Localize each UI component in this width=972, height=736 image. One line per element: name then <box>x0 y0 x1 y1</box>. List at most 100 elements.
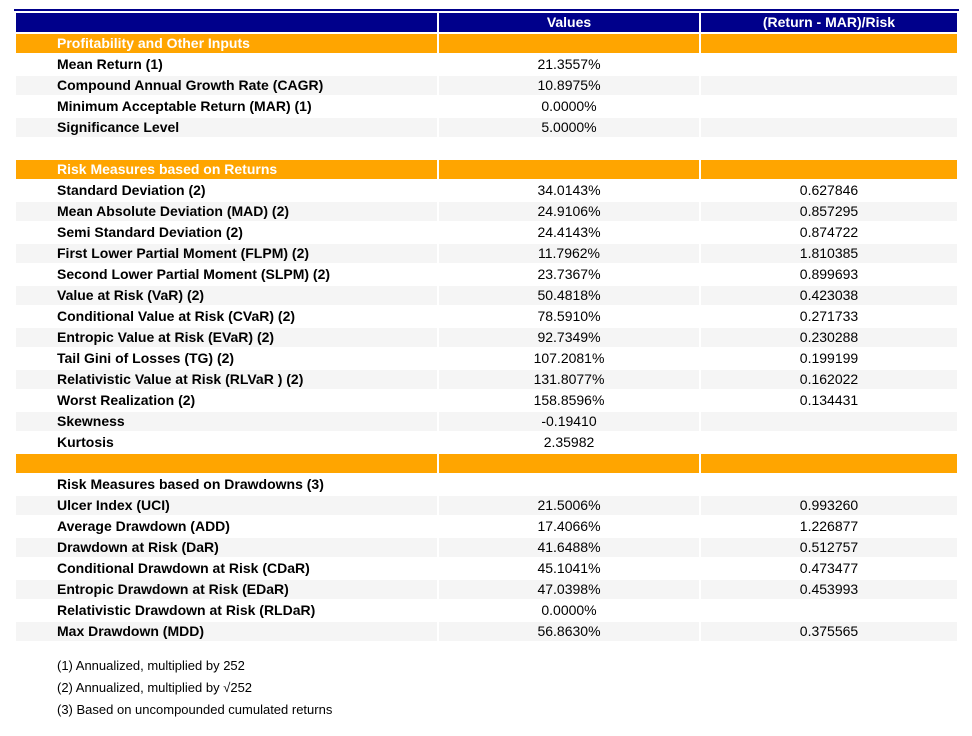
cell-ratio <box>701 139 957 158</box>
cell-label: Relativistic Value at Risk (RLVaR ) (2) <box>57 371 304 387</box>
table-row: Minimum Acceptable Return (MAR) (1) 0.000… <box>16 97 957 116</box>
cell-label <box>16 454 437 473</box>
table-row: Semi Standard Deviation (2) 24.4143% 0.874… <box>16 223 957 242</box>
cell-value: 56.8630% <box>537 623 601 639</box>
cell-label: Minimum Acceptable Return (MAR) (1) <box>57 98 312 114</box>
table-row: Kurtosis 2.35982 <box>16 433 957 452</box>
section-row <box>16 454 957 473</box>
cell-ratio: 0.627846 <box>799 182 859 198</box>
subheader-row: Risk Measures based on Drawdowns (3) <box>16 475 957 494</box>
cell-value: -0.19410 <box>541 413 597 429</box>
cell-value: 17.4066% <box>537 518 601 534</box>
cell-value: 41.6488% <box>537 539 601 555</box>
cell-value: 158.8596% <box>533 392 605 408</box>
footnote-2: (2) Annualized, multiplied by √252 <box>57 680 253 695</box>
footnote-1: (1) Annualized, multiplied by 252 <box>57 658 245 673</box>
cell-label: Standard Deviation (2) <box>57 182 206 198</box>
cell-ratio: 0.162022 <box>799 371 859 387</box>
cell-ratio: 0.453993 <box>799 581 859 597</box>
cell-value: 21.3557% <box>537 56 601 72</box>
cell-label: Significance Level <box>57 119 180 135</box>
cell-ratio <box>701 34 957 53</box>
cell-ratio: 1.810385 <box>799 245 859 261</box>
cell-ratio <box>701 76 957 95</box>
section-row: Profitability and Other Inputs <box>16 34 957 53</box>
cell-value <box>439 160 699 179</box>
cell-value: 131.8077% <box>533 371 605 387</box>
cell-value: 45.1041% <box>537 560 601 576</box>
table-row: Standard Deviation (2) 34.0143% 0.627846 <box>16 181 957 200</box>
section-row: Risk Measures based on Returns <box>16 160 957 179</box>
cell-value: 0.0000% <box>541 98 597 114</box>
cell-label: Profitability and Other Inputs <box>57 35 250 51</box>
cell-ratio: 0.512757 <box>799 539 859 555</box>
cell-label: Entropic Value at Risk (EVaR) (2) <box>57 329 275 345</box>
cell-value: 24.4143% <box>537 224 601 240</box>
cell-value: 107.2081% <box>533 350 605 366</box>
cell-ratio: 0.230288 <box>799 329 859 345</box>
table-row: Max Drawdown (MDD) 56.8630% 0.375565 <box>16 622 957 641</box>
cell-value <box>439 454 699 473</box>
cell-ratio: 0.271733 <box>799 308 859 324</box>
cell-ratio: 0.375565 <box>799 623 859 639</box>
cell-label: First Lower Partial Moment (FLPM) (2) <box>57 245 310 261</box>
table-row: Mean Absolute Deviation (MAD) (2) 24.9106… <box>16 202 957 221</box>
cell-ratio <box>701 412 957 431</box>
cell-label: Max Drawdown (MDD) <box>57 623 204 639</box>
cell-value <box>439 34 699 53</box>
cell-ratio <box>701 454 957 473</box>
cell-label: Drawdown at Risk (DaR) <box>57 539 219 555</box>
cell-value: 10.8975% <box>537 77 601 93</box>
table-row: Relativistic Drawdown at Risk (RLDaR) 0.0… <box>16 601 957 620</box>
cell-label: Semi Standard Deviation (2) <box>57 224 243 240</box>
cell-ratio: 0.423038 <box>799 287 859 303</box>
cell-value: 2.35982 <box>543 434 595 450</box>
cell-ratio: 0.899693 <box>799 266 859 282</box>
cell-ratio <box>701 97 957 116</box>
cell-ratio <box>701 601 957 620</box>
table-row: Entropic Value at Risk (EVaR) (2) 92.7349… <box>16 328 957 347</box>
table-row: Ulcer Index (UCI) 21.5006% 0.993260 <box>16 496 957 515</box>
table-row: Drawdown at Risk (DaR) 41.6488% 0.512757 <box>16 538 957 557</box>
cell-value: 24.9106% <box>537 203 601 219</box>
table-row: Compound Annual Growth Rate (CAGR) 10.897… <box>16 76 957 95</box>
cell-label: Risk Measures based on Drawdowns (3) <box>57 476 324 492</box>
cell-label: Worst Realization (2) <box>57 392 196 408</box>
cell-value: 21.5006% <box>537 497 601 513</box>
table-row: Conditional Value at Risk (CVaR) (2) 78.5… <box>16 307 957 326</box>
table-header-row: Values (Return - MAR)/Risk <box>16 13 957 32</box>
table-row: Conditional Drawdown at Risk (CDaR) 45.10… <box>16 559 957 578</box>
footnote-3: (3) Based on uncompounded cumulated retu… <box>57 702 333 717</box>
cell-ratio: 0.874722 <box>799 224 859 240</box>
cell-value: 0.0000% <box>541 602 597 618</box>
cell-label: Mean Absolute Deviation (MAD) (2) <box>57 203 290 219</box>
table-row: Average Drawdown (ADD) 17.4066% 1.226877 <box>16 517 957 536</box>
table-row: Tail Gini of Losses (TG) (2) 107.2081% 0.1… <box>16 349 957 368</box>
cell-label: Value at Risk (VaR) (2) <box>57 287 205 303</box>
risk-report-table: Values (Return - MAR)/Risk Profitability… <box>14 9 959 643</box>
cell-value: 78.5910% <box>537 308 601 324</box>
cell-value: 23.7367% <box>537 266 601 282</box>
cell-ratio <box>701 433 957 452</box>
cell-value: 50.4818% <box>537 287 601 303</box>
table-row: Mean Return (1) 21.3557% <box>16 55 957 74</box>
cell-label: Mean Return (1) <box>57 56 163 72</box>
cell-value <box>439 139 699 158</box>
cell-value <box>439 475 699 494</box>
blank-row <box>16 139 957 158</box>
cell-label: Skewness <box>57 413 125 429</box>
cell-label: Ulcer Index (UCI) <box>57 497 170 513</box>
cell-label: Average Drawdown (ADD) <box>57 518 230 534</box>
table-row: Worst Realization (2) 158.8596% 0.134431 <box>16 391 957 410</box>
cell-value: 5.0000% <box>541 119 597 135</box>
cell-ratio: 0.134431 <box>799 392 859 408</box>
cell-label: Compound Annual Growth Rate (CAGR) <box>57 77 324 93</box>
cell-value: 47.0398% <box>537 581 601 597</box>
header-cell-values: Values <box>546 14 592 30</box>
cell-label: Risk Measures based on Returns <box>57 161 278 177</box>
table-row: First Lower Partial Moment (FLPM) (2) 11.… <box>16 244 957 263</box>
table-row: Significance Level 5.0000% <box>16 118 957 137</box>
cell-label: Entropic Drawdown at Risk (EDaR) <box>57 581 289 597</box>
footnotes: (1) Annualized, multiplied by 252 (2) An… <box>57 655 959 721</box>
